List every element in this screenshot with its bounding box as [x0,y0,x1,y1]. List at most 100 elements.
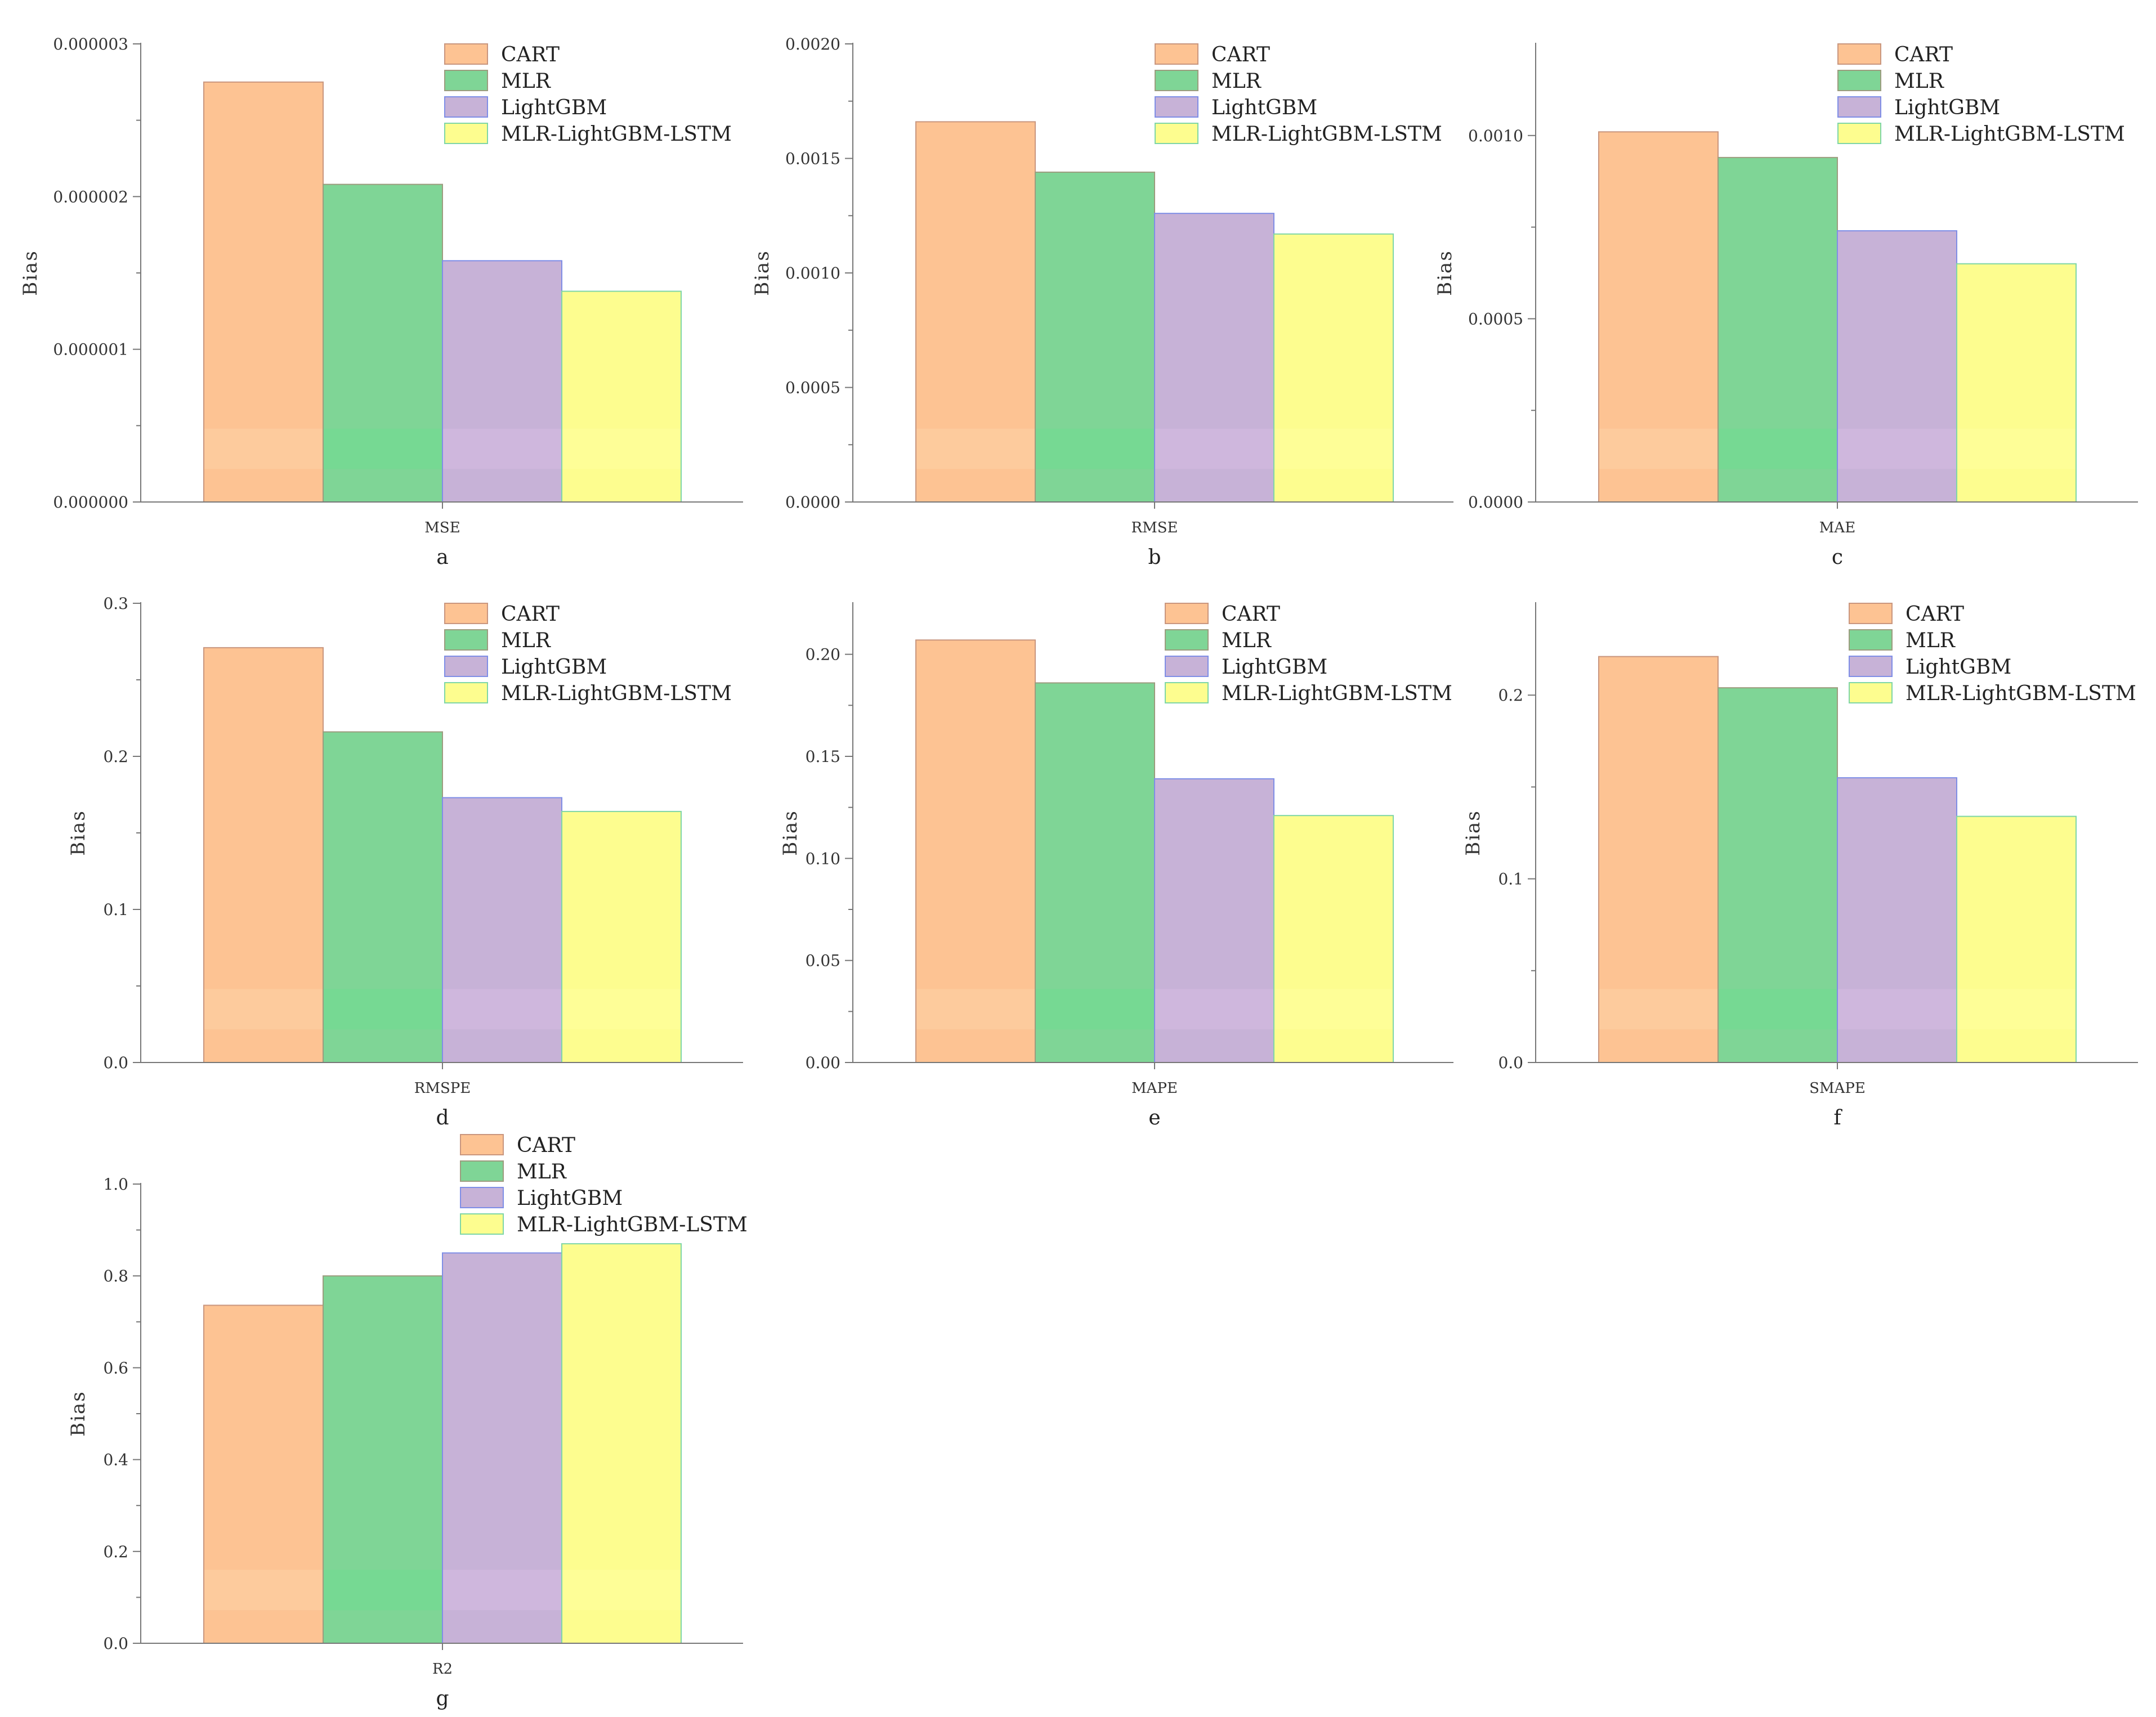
legend-swatch [444,43,488,65]
legend-label: LightGBM [1905,656,2011,679]
legend-label: MLR-LightGBM-LSTM [1222,682,1452,705]
y-axis-label: Bias [1434,250,1456,296]
legend-label: CART [1894,43,1953,66]
legend: CART MLR LightGBM MLR-LightGBM-LSTM [1165,603,1452,705]
bar-shade-band [443,1570,561,1611]
legend-swatch [1155,96,1198,118]
bar-shade-band [324,989,442,1030]
legend-swatch [1165,682,1209,703]
y-axis-label: Bias [67,810,90,856]
legend-label: LightGBM [517,1187,623,1210]
bar-shade-band [1599,428,1717,469]
y-tick-label: 0.0 [1498,1053,1523,1072]
legend-label: MLR [1222,629,1272,652]
y-tick-label: 0.10 [806,849,840,868]
legend-swatch [1837,96,1881,118]
legend-swatch [444,603,488,624]
legend-swatch [444,629,488,651]
y-tick-label: 0.1 [103,900,128,919]
y-axis-label: Bias [67,1391,90,1437]
legend-label: MLR [1894,70,1944,93]
bar-shade-band [443,989,561,1030]
legend-swatch [1165,629,1209,651]
legend: CART MLR LightGBM MLR-LightGBM-LSTM [460,1134,748,1236]
bar-shade-band [562,428,681,469]
bar-shade-band [562,989,681,1030]
y-tick-label: 1.0 [103,1175,128,1194]
bar-shade-band [1036,989,1154,1030]
y-axis-label: Bias [19,250,42,296]
legend-swatch [444,96,488,118]
legend-swatch [1849,603,1893,624]
legend-label: MLR [501,70,551,93]
legend-label: MLR [501,629,551,652]
legend-label: LightGBM [501,96,607,119]
legend-swatch [444,682,488,703]
chart-panel-d: 0.0 0.1 0.2 0.3 RMSPE d Bias CART MLR LightGBM MLR… [67,594,743,1129]
y-tick-label: 0.0 [103,1634,128,1653]
bar-shade-band [204,989,323,1030]
y-tick-label: 0.4 [103,1451,128,1469]
bar-shade-band [1957,428,2076,469]
chart-panel-g: 0.0 0.2 0.4 0.6 0.8 1.0 R2 g Bias CART MLR LightGBM… [67,1134,748,1710]
y-tick-label: 0.2 [1498,686,1523,705]
legend-label: MLR-LightGBM-LSTM [1905,682,2136,705]
legend-swatch [1849,656,1893,677]
bar-shade-band [916,428,1035,469]
y-tick-label: 0.0000 [785,493,840,512]
legend-swatch [1837,123,1881,144]
legend-label: MLR [1211,70,1262,93]
chart-panel-b: 0.0000 0.0005 0.0010 0.0015 0.0020 RMSE b Bias C… [751,35,1453,569]
y-tick-label: 0.00 [806,1053,840,1072]
legend-label: MLR-LightGBM-LSTM [1894,123,2125,146]
y-tick-label: 0.20 [806,645,840,664]
y-tick-label: 0.0010 [1468,127,1523,145]
y-axis-label: Bias [1462,810,1484,856]
legend-swatch [1837,43,1881,65]
x-category-label: RMSPE [414,1080,471,1097]
chart-panel-e: 0.00 0.05 0.10 0.15 0.20 MAPE e Bias CART MLR Ligh… [779,602,1453,1129]
legend-label: CART [1211,43,1270,66]
x-category-label: MSE [424,519,460,536]
legend-label: CART [501,43,560,66]
legend-label: MLR [1905,629,1956,652]
legend-label: LightGBM [501,656,607,679]
legend-swatch [460,1213,504,1235]
panel-letter: c [1832,546,1843,569]
bar-shade-band [324,428,442,469]
y-axis-label: Bias [751,250,773,296]
chart-panel-a: 0.000000 0.000001 0.000002 0.000003 MSE a Bias… [19,35,743,569]
x-category-label: SMAPE [1809,1080,1866,1097]
legend-swatch [1837,70,1881,91]
panel-letter: e [1148,1106,1160,1129]
legend-swatch [460,1160,504,1182]
legend-label: MLR-LightGBM-LSTM [501,682,732,705]
y-tick-label: 0.15 [806,747,840,766]
x-category-label: RMSE [1131,519,1178,536]
legend-label: MLR-LightGBM-LSTM [501,123,732,146]
legend-label: CART [517,1134,575,1157]
bar-shade-band [204,428,323,469]
y-tick-label: 0.000002 [53,187,128,206]
bar-shade-band [1274,428,1393,469]
legend-label: LightGBM [1894,96,2000,119]
y-tick-label: 0.0005 [785,379,840,397]
legend-label: LightGBM [1211,96,1317,119]
panel-letter: g [436,1687,449,1710]
bar-shade-band [1838,989,1956,1030]
y-tick-label: 0.1 [1498,870,1523,889]
bar-shade-band [1274,989,1393,1030]
y-tick-label: 0.6 [103,1359,128,1377]
x-category-label: R2 [432,1661,453,1678]
legend-swatch [1155,123,1198,144]
legend-swatch [1155,43,1198,65]
bar-shade-band [1155,428,1273,469]
panel-letter: f [1833,1106,1842,1129]
legend-label: CART [1222,603,1280,626]
bar-shade-band [443,428,561,469]
y-tick-label: 0.3 [103,594,128,613]
panel-letter: a [436,546,448,569]
x-category-label: MAPE [1131,1080,1178,1097]
